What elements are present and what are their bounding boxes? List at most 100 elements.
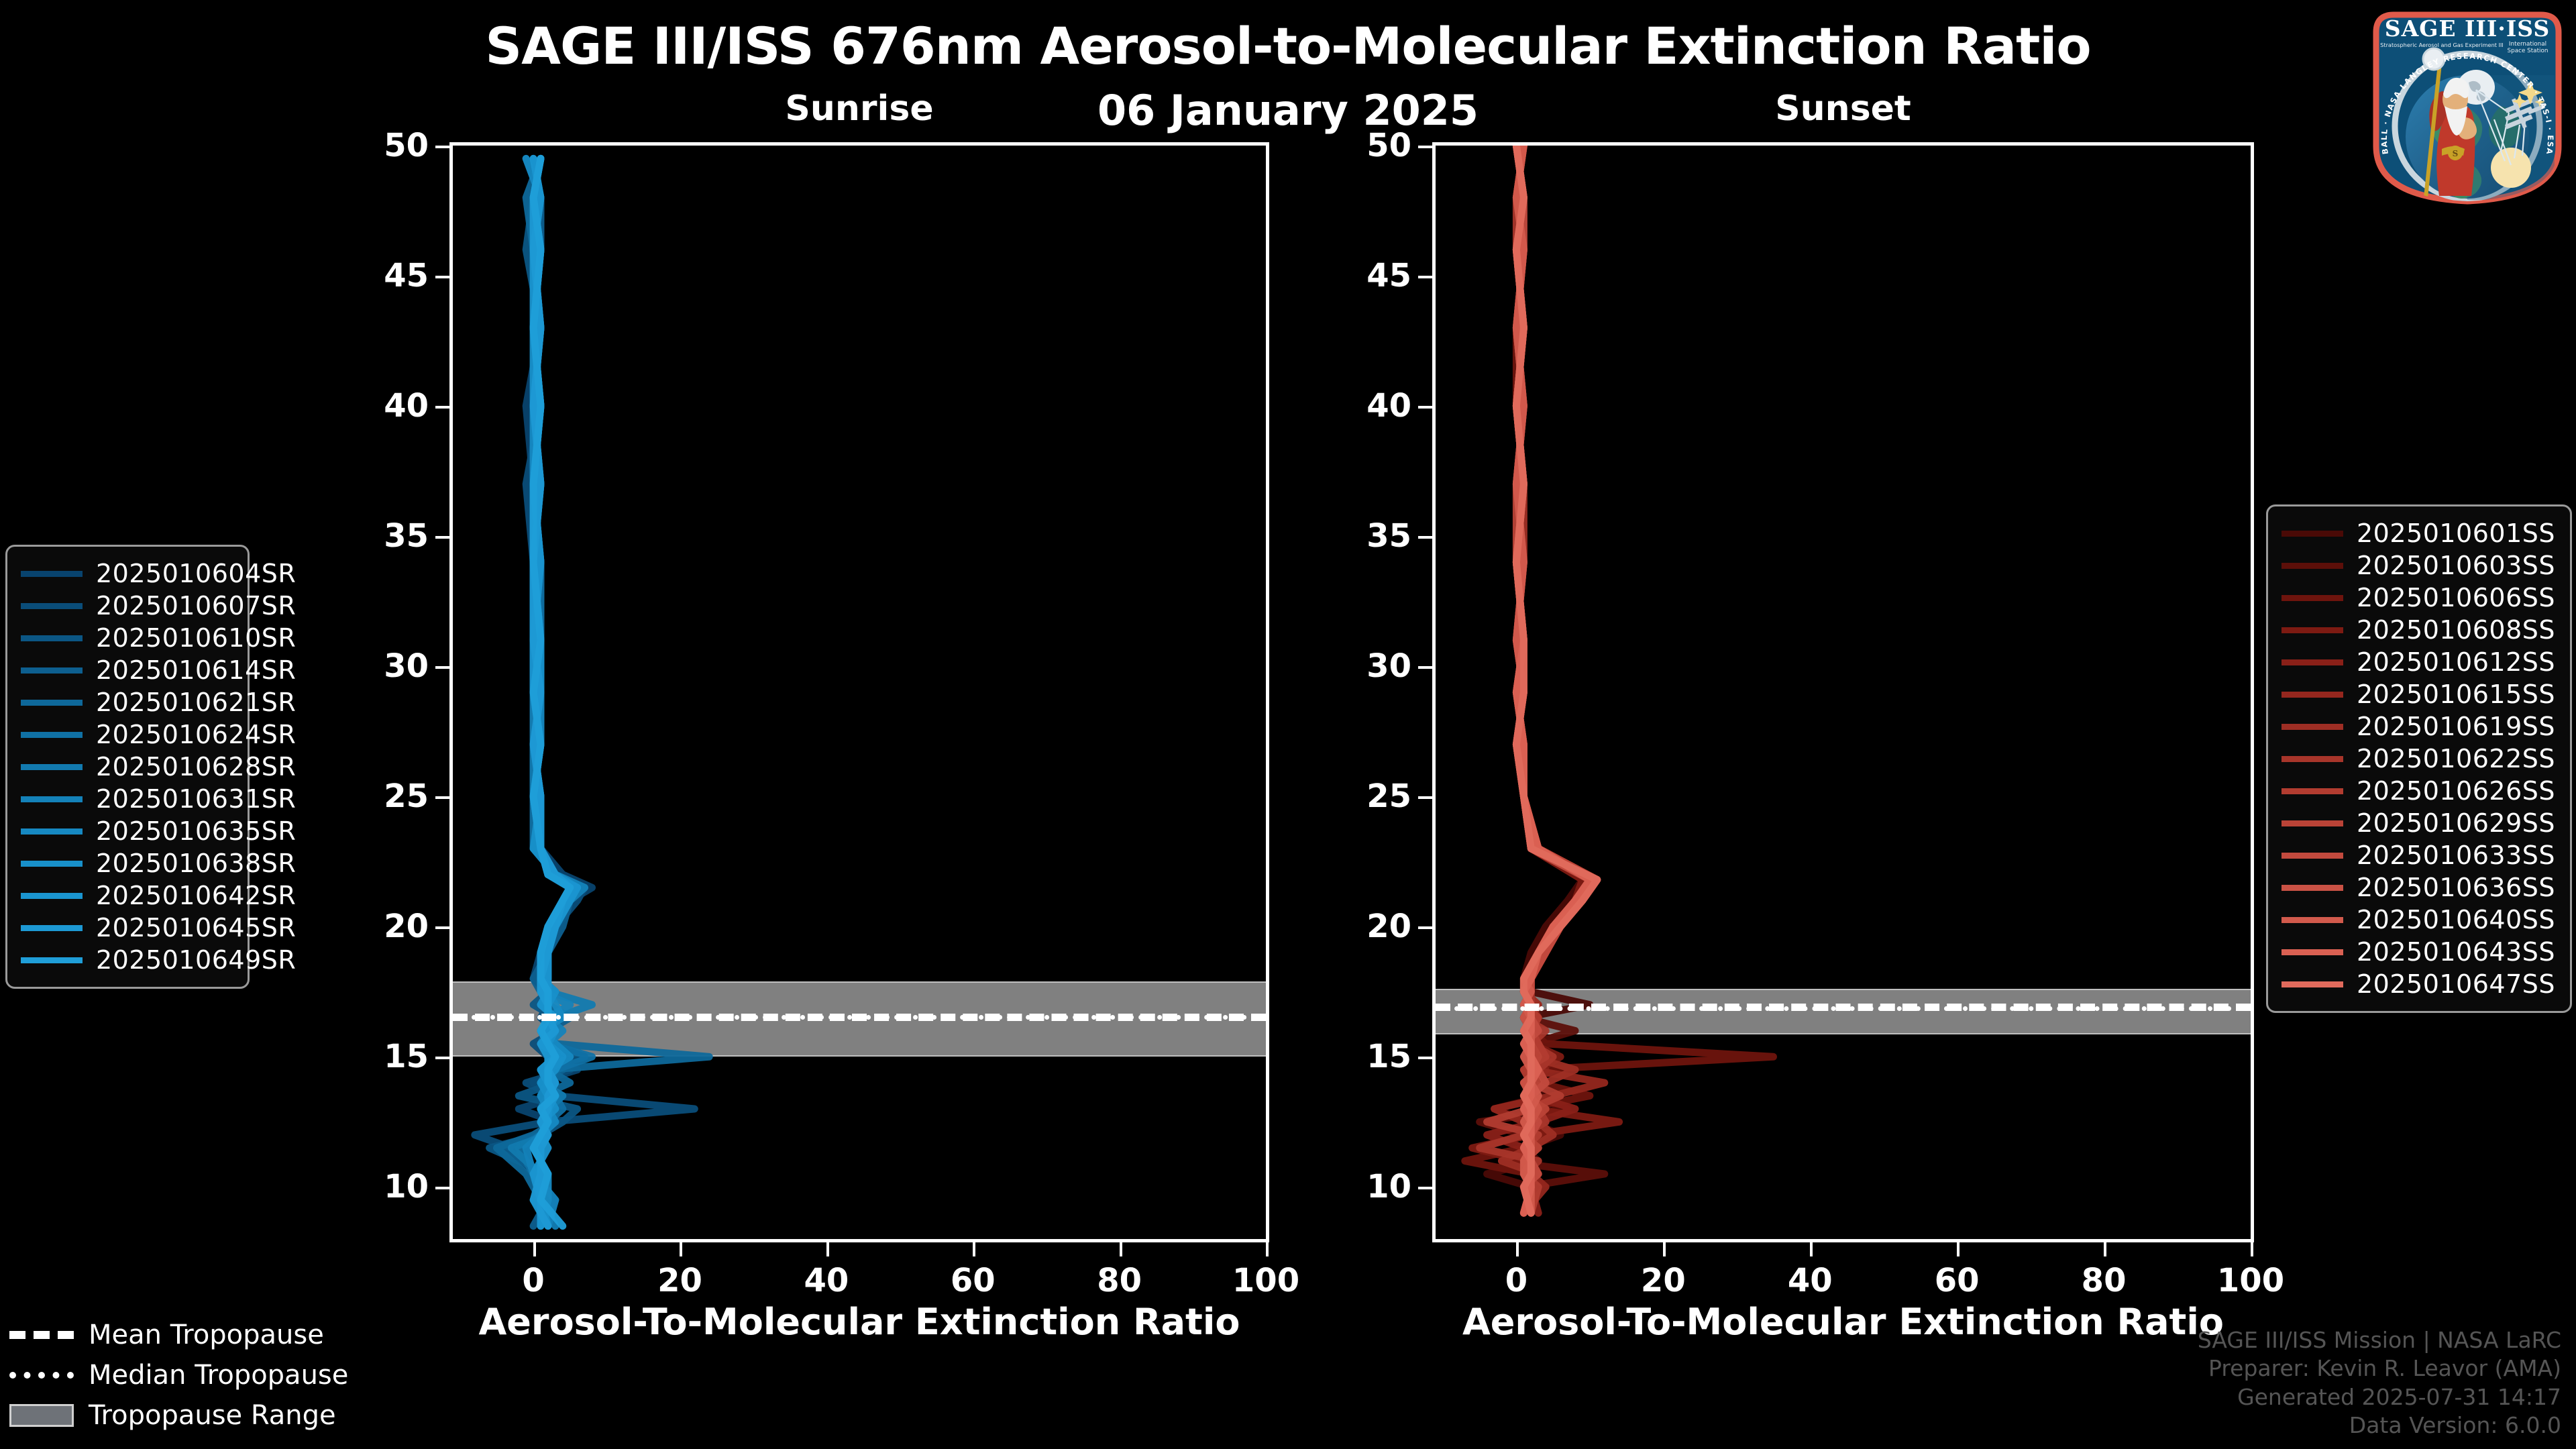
median-tropopause-line	[1436, 1006, 2251, 1011]
legend-color-swatch	[2282, 691, 2343, 698]
legend-item[interactable]: 2025010633SS	[2282, 839, 2557, 871]
shaded-band-icon	[9, 1404, 74, 1427]
profile-curves	[471, 154, 713, 1230]
svg-text:International: International	[2509, 41, 2546, 48]
legend-item[interactable]: 2025010624SR	[21, 718, 296, 751]
legend-item[interactable]: 2025010635SR	[21, 815, 296, 847]
y-axis-tick-label: 10	[1366, 1168, 1411, 1206]
page-title: SAGE III/ISS 676nm Aerosol-to-Molecular …	[485, 16, 2091, 76]
legend-item[interactable]: 2025010640SS	[2282, 904, 2557, 936]
footer-line-mission: SAGE III/ISS Mission | NASA LaRC	[2197, 1327, 2561, 1354]
legend-label-mean-tropopause: Mean Tropopause	[89, 1320, 324, 1350]
legend-item[interactable]: 2025010621SR	[21, 686, 296, 718]
legend-item[interactable]: 2025010615SS	[2282, 678, 2557, 710]
legend-item-label: 2025010606SS	[2357, 583, 2556, 612]
legend-item[interactable]: 2025010629SS	[2282, 807, 2557, 839]
legend-item[interactable]: 2025010608SS	[2282, 614, 2557, 646]
legend-color-swatch	[2282, 594, 2343, 601]
legend-item[interactable]: 2025010638SR	[21, 847, 296, 879]
svg-text:Space Station: Space Station	[2508, 48, 2548, 54]
footer-line-preparer: Preparer: Kevin R. Leavor (AMA)	[2208, 1355, 2561, 1382]
y-axis-tick	[435, 796, 453, 800]
legend-item[interactable]: 2025010631SR	[21, 783, 296, 815]
legend-item-label: 2025010608SS	[2357, 615, 2556, 645]
legend-color-swatch	[21, 570, 83, 577]
footer-credits: SAGE III/ISS Mission | NASA LaRC Prepare…	[2198, 1326, 2561, 1440]
legend-item[interactable]: 2025010622SS	[2282, 743, 2557, 775]
legend-color-swatch	[2282, 723, 2343, 730]
y-axis-tick	[435, 276, 453, 279]
legend-item[interactable]: 2025010619SS	[2282, 710, 2557, 743]
legend-item[interactable]: 2025010628SR	[21, 751, 296, 783]
legend-item-label: 2025010635SR	[96, 816, 297, 846]
sage-iii-iss-mission-patch-logo: S BALL · NASA LANGLEY RESEARCH CENTER · …	[2367, 5, 2568, 207]
x-axis-tick	[680, 1239, 683, 1256]
legend-item[interactable]: 2025010604SR	[21, 557, 296, 590]
legend-item[interactable]: 2025010645SR	[21, 912, 296, 944]
legend-item[interactable]: 2025010643SS	[2282, 936, 2557, 968]
x-axis-tick-label: 100	[1232, 1262, 1300, 1299]
y-axis-tick	[435, 406, 453, 409]
plot-area-sunrise	[453, 146, 1266, 1239]
y-axis-tick-label: 35	[384, 517, 429, 555]
legend-item[interactable]: 2025010607SR	[21, 590, 296, 622]
legend-color-swatch	[2282, 820, 2343, 826]
panel-title-sunrise: Sunrise	[785, 89, 934, 129]
legend-color-swatch	[2282, 755, 2343, 762]
legend-item-mean-tropopause: Mean Tropopause	[9, 1315, 358, 1355]
legend-item[interactable]: 2025010649SR	[21, 944, 296, 976]
legend-item-label: 2025010614SR	[96, 655, 297, 685]
legend-item-label: 2025010624SR	[96, 720, 297, 749]
legend-item-label: 2025010621SR	[96, 688, 297, 717]
legend-item-label: 2025010628SR	[96, 752, 297, 782]
x-axis-label: Aerosol-To-Molecular Extinction Ratio	[478, 1301, 1240, 1343]
x-axis-tick-label: 80	[1097, 1262, 1142, 1299]
x-axis-tick	[1516, 1239, 1519, 1256]
legend-item[interactable]: 2025010647SS	[2282, 968, 2557, 1000]
y-axis-tick-label: 30	[1366, 647, 1411, 686]
legend-item[interactable]: 2025010614SR	[21, 654, 296, 686]
legend-color-swatch	[2282, 884, 2343, 891]
legend-item-label: 2025010604SR	[96, 559, 297, 588]
legend-color-swatch	[2282, 562, 2343, 569]
x-axis-tick-label: 60	[1934, 1262, 1980, 1299]
y-axis-tick	[435, 926, 453, 930]
x-axis-tick	[2251, 1239, 2253, 1256]
legend-item-label: 2025010640SS	[2357, 905, 2556, 934]
legend-color-swatch	[2282, 659, 2343, 665]
x-axis-tick	[826, 1239, 829, 1256]
legend-item-label: 2025010649SR	[96, 945, 297, 975]
legend-item[interactable]: 2025010601SS	[2282, 517, 2557, 549]
legend-label-tropopause-range: Tropopause Range	[89, 1400, 336, 1431]
y-axis-tick	[1418, 406, 1436, 409]
legend-color-swatch	[21, 763, 83, 770]
panel-title-sunset: Sunset	[1775, 89, 1911, 129]
legend-item-label: 2025010647SS	[2357, 969, 2556, 999]
legend-item[interactable]: 2025010606SS	[2282, 582, 2557, 614]
legend-color-swatch	[21, 828, 83, 835]
y-axis-tick-label: 40	[1366, 387, 1411, 425]
plot-panel-sunset: 50 45 40 35 30 25 20 15 10 0 20 40 60 80 100 Aerosol-To…	[1366, 127, 2284, 1343]
y-axis-tick-label: 25	[384, 777, 429, 816]
legend-item[interactable]: 2025010626SS	[2282, 775, 2557, 807]
x-axis-tick-label: 40	[804, 1262, 849, 1299]
legend-color-swatch	[21, 731, 83, 738]
mission-patch-icon: S BALL · NASA LANGLEY RESEARCH CENTER · …	[2373, 11, 2562, 205]
legend-item[interactable]: 2025010603SS	[2282, 549, 2557, 582]
legend-color-swatch	[2282, 981, 2343, 987]
legend-item[interactable]: 2025010636SS	[2282, 871, 2557, 904]
footer-line-version: Data Version: 6.0.0	[2349, 1411, 2561, 1438]
legend-item[interactable]: 2025010612SS	[2282, 646, 2557, 678]
profile-line	[1461, 146, 1777, 1217]
legend-item-label: 2025010638SR	[96, 849, 297, 878]
legend-item-label: 2025010619SS	[2357, 712, 2556, 741]
y-axis-tick	[1418, 1187, 1436, 1190]
svg-text:Stratospheric Aerosol and Gas: Stratospheric Aerosol and Gas Experiment…	[2380, 42, 2504, 48]
y-axis-tick-label: 30	[384, 647, 429, 686]
legend-color-swatch	[21, 860, 83, 867]
x-axis-tick	[973, 1239, 976, 1256]
legend-item-label: 2025010622SS	[2357, 744, 2556, 773]
legend-item[interactable]: 2025010610SR	[21, 622, 296, 654]
legend-item[interactable]: 2025010642SR	[21, 879, 296, 912]
